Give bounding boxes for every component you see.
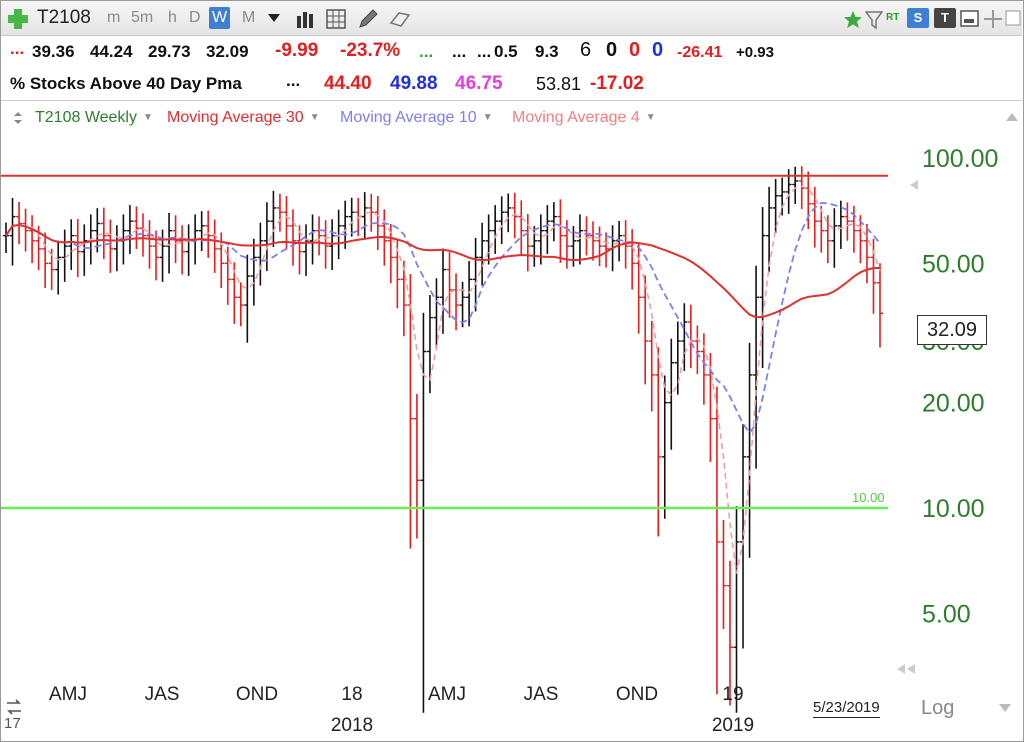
quote-high: 44.24 [90, 42, 133, 61]
quote-open: 39.36 [32, 42, 75, 61]
quote-v4: 0 [606, 39, 618, 61]
last-price-label: 32.09 [917, 315, 987, 345]
quote-dots-1: ... [419, 42, 434, 61]
legend-ma30-caret-icon[interactable]: ▼ [309, 112, 320, 123]
legend-ma10[interactable]: Moving Average 10 ▼ [340, 109, 493, 127]
quote-pct: -23.7% [340, 40, 401, 61]
current-date: 5/23/2019 [813, 699, 880, 718]
legend-ma10-caret-icon[interactable]: ▼ [482, 112, 493, 123]
bar-chart-icon[interactable] [295, 10, 317, 28]
t-icon[interactable]: T [934, 8, 956, 28]
legend-series-label: T2108 Weekly [35, 109, 137, 126]
quote-v3: 6 [580, 39, 592, 61]
add-symbol-icon[interactable] [7, 8, 29, 30]
quote-lead: ... [10, 39, 25, 58]
quote-line-2: % Stocks Above 40 Day Pma ... 44.40 49.8… [10, 71, 910, 98]
legend-series[interactable]: T2108 Weekly ▼ [35, 109, 153, 127]
pencil-icon[interactable] [357, 8, 379, 30]
legend-row: T2108 Weekly ▼ Moving Average 30 ▼ Moving … [1, 100, 1022, 133]
quote2-ma30: 44.40 [324, 73, 372, 94]
legend-ma30[interactable]: Moving Average 30 ▼ [167, 109, 320, 127]
filter-icon[interactable] [865, 10, 883, 30]
quote-dots-2: ... [452, 42, 467, 61]
legend-series-caret-icon[interactable]: ▼ [142, 112, 153, 123]
legend-ma4-label: Moving Average 4 [512, 109, 640, 126]
interval-d[interactable]: D [189, 9, 201, 26]
quote-v8: +0.93 [736, 44, 774, 61]
quote-dots-3: ... [477, 42, 492, 61]
interval-m[interactable]: m [107, 9, 121, 26]
quote-v6: 0 [652, 39, 664, 61]
eraser-icon[interactable] [389, 9, 411, 29]
quote-line-1: ... 39.36 44.24 29.73 32.09 -9.99 -23.7%… [10, 39, 910, 66]
legend-ma30-label: Moving Average 30 [167, 109, 304, 126]
quote2-dots: ... [286, 71, 301, 90]
log-toggle[interactable]: Log [921, 697, 955, 719]
indicator-name: % Stocks Above 40 Day Pma [10, 74, 242, 93]
quote-close: 32.09 [206, 42, 249, 61]
rt-icon[interactable]: RT [886, 12, 900, 23]
quote2-change: -17.02 [590, 73, 644, 94]
symbol-label[interactable]: T2108 [37, 7, 91, 28]
star-icon[interactable] [843, 10, 863, 30]
quote-low: 29.73 [148, 42, 191, 61]
log-dropdown-icon[interactable] [998, 703, 1012, 713]
minimize-icon[interactable] [960, 10, 980, 28]
interval-5m[interactable]: 5m [131, 9, 154, 26]
interval-dropdown-icon[interactable] [267, 13, 281, 23]
quote-change: -9.99 [275, 40, 319, 61]
quote2-ma10: 49.88 [390, 73, 438, 94]
move-icon[interactable] [983, 9, 1003, 29]
sort-icon[interactable] [13, 111, 23, 125]
corner-label: 17 [4, 715, 21, 732]
legend-ma4-caret-icon[interactable]: ▼ [645, 112, 656, 123]
close-icon[interactable] [1005, 10, 1021, 28]
interval-w[interactable]: W [209, 7, 231, 29]
quote-v2: 9.3 [535, 42, 559, 61]
legend-ma10-label: Moving Average 10 [340, 109, 477, 126]
quote2-value: 53.81 [536, 74, 582, 94]
quote-v5: 0 [629, 39, 641, 61]
toolbar: T2108 m 5m h D W M RT S T [1, 1, 1022, 36]
s-icon[interactable]: S [907, 8, 929, 28]
interval-m-monthly[interactable]: M [242, 9, 256, 26]
interval-h[interactable]: h [168, 9, 177, 26]
grid-icon[interactable] [326, 9, 348, 29]
collapse-icon[interactable] [1005, 109, 1019, 123]
quote-v1: 0.5 [494, 42, 518, 61]
quote2-ma4: 46.75 [455, 73, 503, 94]
quote-v7: -26.41 [677, 44, 723, 61]
legend-ma4[interactable]: Moving Average 4 ▼ [512, 109, 656, 127]
swap-icon[interactable] [5, 697, 23, 717]
